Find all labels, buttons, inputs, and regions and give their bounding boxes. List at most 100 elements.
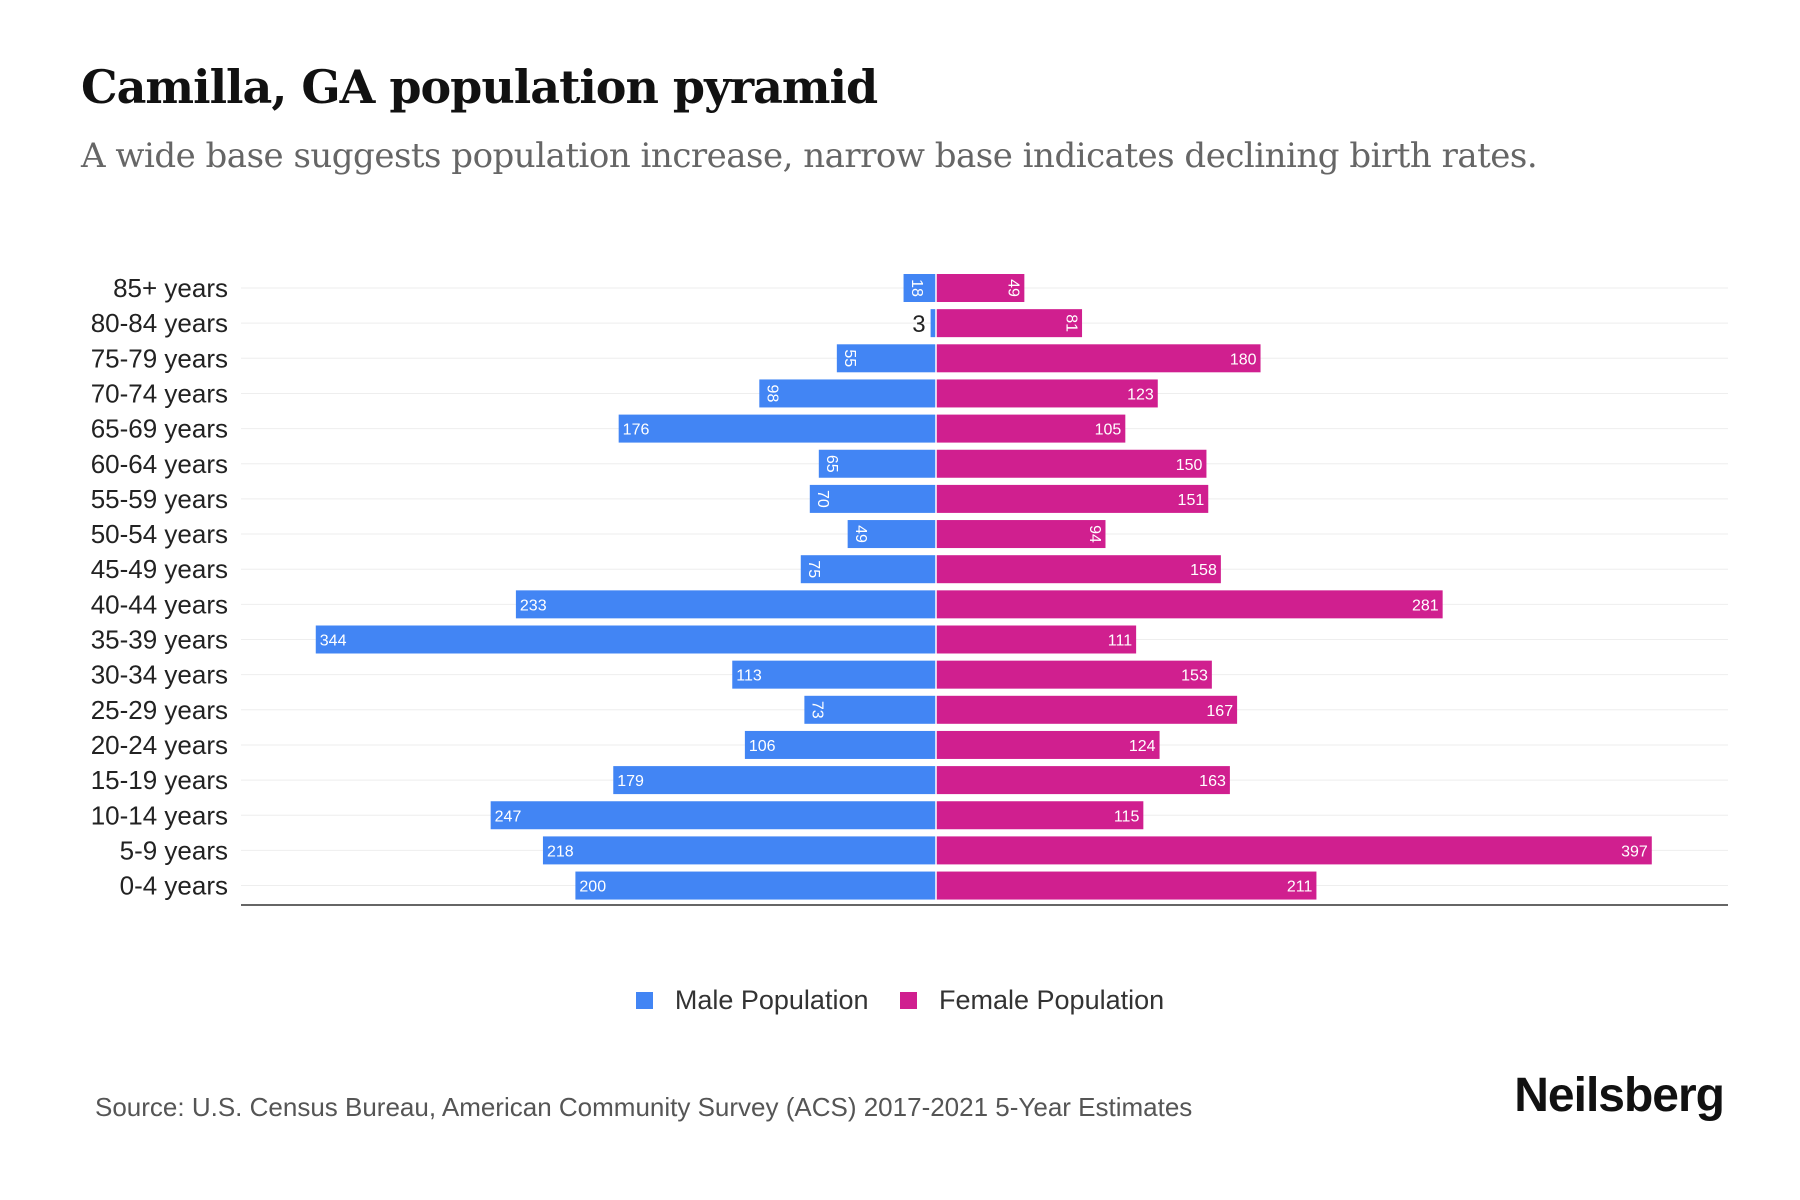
category-label: 80-84 years <box>91 308 228 338</box>
male-bar <box>903 274 936 302</box>
category-label: 55-59 years <box>91 484 228 514</box>
data-label: 211 <box>1287 879 1313 896</box>
chart-title: Camilla, GA population pyramid <box>81 60 878 114</box>
data-label: 123 <box>1127 386 1154 403</box>
data-label: 75 <box>805 560 822 578</box>
female-bar <box>936 836 1652 865</box>
data-label: 153 <box>1181 668 1208 685</box>
data-label: 247 <box>495 808 522 825</box>
category-label: 40-44 years <box>91 589 228 619</box>
category-label: 60-64 years <box>91 449 228 479</box>
female-bar <box>936 344 1261 373</box>
male-bar <box>542 836 936 865</box>
category-label: 10-14 years <box>91 800 228 830</box>
data-label: 158 <box>1190 562 1217 579</box>
data-label: 55 <box>841 349 858 367</box>
source-note: Source: U.S. Census Bureau, American Com… <box>95 1092 1193 1122</box>
category-label: 35-39 years <box>91 625 228 655</box>
category-label: 75-79 years <box>91 343 228 373</box>
data-label: 180 <box>1230 351 1257 368</box>
male-bar <box>804 695 936 724</box>
data-label: 73 <box>809 701 826 719</box>
female-bar <box>936 449 1207 478</box>
category-label: 30-34 years <box>91 660 228 690</box>
category-label: 15-19 years <box>91 765 228 795</box>
category-label: 5-9 years <box>120 835 228 865</box>
data-label: 397 <box>1621 843 1648 860</box>
data-label: 176 <box>623 422 650 439</box>
data-label: 113 <box>736 668 762 685</box>
data-label: 94 <box>1086 525 1103 543</box>
data-label: 18 <box>908 279 925 297</box>
data-label: 3 <box>912 311 925 338</box>
male-bar <box>515 590 936 619</box>
female-bar <box>936 730 1160 759</box>
data-label: 49 <box>1005 279 1022 297</box>
pyramid-chart: 85+ years 18 49 80-84 years 3 81 75-79 years 55… <box>91 273 1728 906</box>
female-bar <box>936 695 1238 724</box>
data-label: 98 <box>764 385 781 403</box>
male-bar <box>732 660 936 689</box>
female-bar <box>936 766 1230 795</box>
male-bar <box>490 801 936 830</box>
category-label: 85+ years <box>113 273 228 303</box>
male-bar <box>613 766 936 795</box>
data-label: 70 <box>814 490 831 508</box>
data-label: 179 <box>617 773 644 790</box>
data-label: 105 <box>1095 422 1122 439</box>
male-bar <box>800 555 936 584</box>
data-label: 150 <box>1176 457 1203 474</box>
male-bar <box>847 520 936 549</box>
category-label: 70-74 years <box>91 378 228 408</box>
male-bar <box>818 449 936 478</box>
data-label: 344 <box>320 633 347 650</box>
data-label: 65 <box>823 455 840 473</box>
male-bar <box>809 484 936 513</box>
data-label: 167 <box>1206 703 1233 720</box>
category-label: 65-69 years <box>91 414 228 444</box>
data-label: 281 <box>1412 597 1439 614</box>
female-bar <box>936 484 1209 513</box>
male-bar <box>575 871 936 900</box>
male-bar <box>315 625 936 654</box>
data-label: 124 <box>1129 738 1156 755</box>
male-bar <box>930 309 936 338</box>
category-label: 45-49 years <box>91 554 228 584</box>
data-label: 106 <box>749 738 776 755</box>
legend-item-female: Female Population <box>900 985 1164 1016</box>
data-label: 151 <box>1178 492 1205 509</box>
data-label: 49 <box>852 525 869 543</box>
data-label: 81 <box>1062 314 1079 332</box>
neilsberg-logo: Neilsberg <box>1514 1069 1725 1122</box>
category-label: 50-54 years <box>91 519 228 549</box>
category-label: 20-24 years <box>91 730 228 760</box>
female-bar <box>936 625 1137 654</box>
male-bar <box>836 344 936 373</box>
data-label: 115 <box>1114 808 1140 825</box>
data-label: 163 <box>1199 773 1226 790</box>
female-bar <box>936 309 1083 338</box>
data-label: 218 <box>547 843 574 860</box>
legend-swatch-male <box>635 992 653 1009</box>
female-bar <box>936 520 1106 549</box>
female-bar <box>936 801 1144 830</box>
data-label: 111 <box>1108 633 1132 650</box>
male-bar <box>759 379 936 408</box>
male-bar <box>744 730 936 759</box>
chart-subtitle: A wide base suggests population increase… <box>81 136 1538 176</box>
category-label: 0-4 years <box>120 871 228 901</box>
female-bar <box>936 274 1025 302</box>
data-label: 233 <box>520 597 547 614</box>
category-label: 25-29 years <box>91 695 228 725</box>
female-bar <box>936 414 1126 443</box>
female-bar <box>936 555 1221 584</box>
legend-label-male: Male Population <box>674 985 869 1015</box>
female-bar <box>936 871 1317 900</box>
legend-swatch-female <box>900 992 917 1009</box>
female-bar <box>936 660 1212 689</box>
male-bar <box>618 414 936 443</box>
female-bar <box>936 379 1158 408</box>
legend-item-male: Male Population <box>635 985 869 1016</box>
legend-label-female: Female Population <box>939 985 1165 1015</box>
legend: Male Population Female Population <box>0 985 1800 1016</box>
